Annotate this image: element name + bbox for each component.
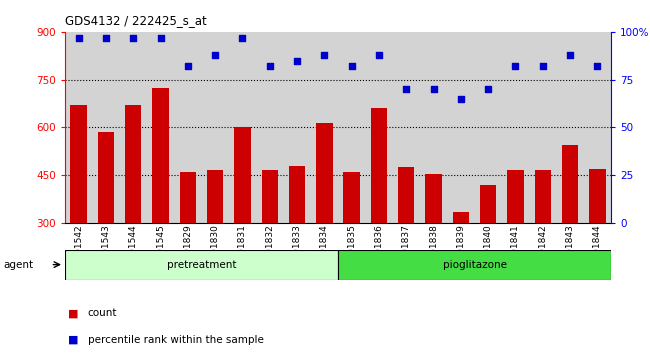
Text: pretreatment: pretreatment	[167, 259, 236, 270]
Point	[483, 86, 493, 92]
Point	[292, 58, 302, 63]
Point	[510, 63, 521, 69]
Text: percentile rank within the sample: percentile rank within the sample	[88, 335, 264, 345]
Bar	[152, 88, 169, 223]
Point	[538, 63, 548, 69]
Bar	[125, 105, 142, 223]
Point	[73, 35, 84, 40]
Point	[428, 86, 439, 92]
Point	[592, 63, 603, 69]
Bar	[534, 171, 551, 223]
Bar	[398, 167, 415, 223]
Text: GDS4132 / 222425_s_at: GDS4132 / 222425_s_at	[65, 14, 207, 27]
Bar	[207, 171, 224, 223]
Point	[374, 52, 384, 58]
Bar	[425, 174, 442, 223]
Point	[565, 52, 575, 58]
Point	[456, 96, 466, 102]
Bar	[179, 172, 196, 223]
Point	[101, 35, 111, 40]
Point	[265, 63, 275, 69]
Point	[183, 63, 193, 69]
Point	[346, 63, 357, 69]
Bar	[98, 132, 114, 223]
Bar	[480, 185, 497, 223]
Point	[237, 35, 248, 40]
Text: ■: ■	[68, 335, 79, 345]
Bar	[70, 105, 87, 223]
Bar	[234, 127, 251, 223]
Text: ■: ■	[68, 308, 79, 318]
Bar	[289, 166, 306, 223]
Bar	[343, 172, 360, 223]
Bar	[507, 171, 524, 223]
Point	[210, 52, 220, 58]
FancyBboxPatch shape	[338, 250, 611, 280]
Text: pioglitazone: pioglitazone	[443, 259, 506, 270]
Bar	[452, 212, 469, 223]
Text: agent: agent	[3, 259, 33, 270]
Point	[401, 86, 411, 92]
Point	[319, 52, 330, 58]
Bar	[370, 108, 387, 223]
Bar	[562, 145, 578, 223]
Point	[155, 35, 166, 40]
FancyBboxPatch shape	[65, 250, 338, 280]
Bar	[589, 169, 606, 223]
Point	[128, 35, 138, 40]
Bar	[316, 123, 333, 223]
Text: count: count	[88, 308, 117, 318]
Bar	[261, 171, 278, 223]
